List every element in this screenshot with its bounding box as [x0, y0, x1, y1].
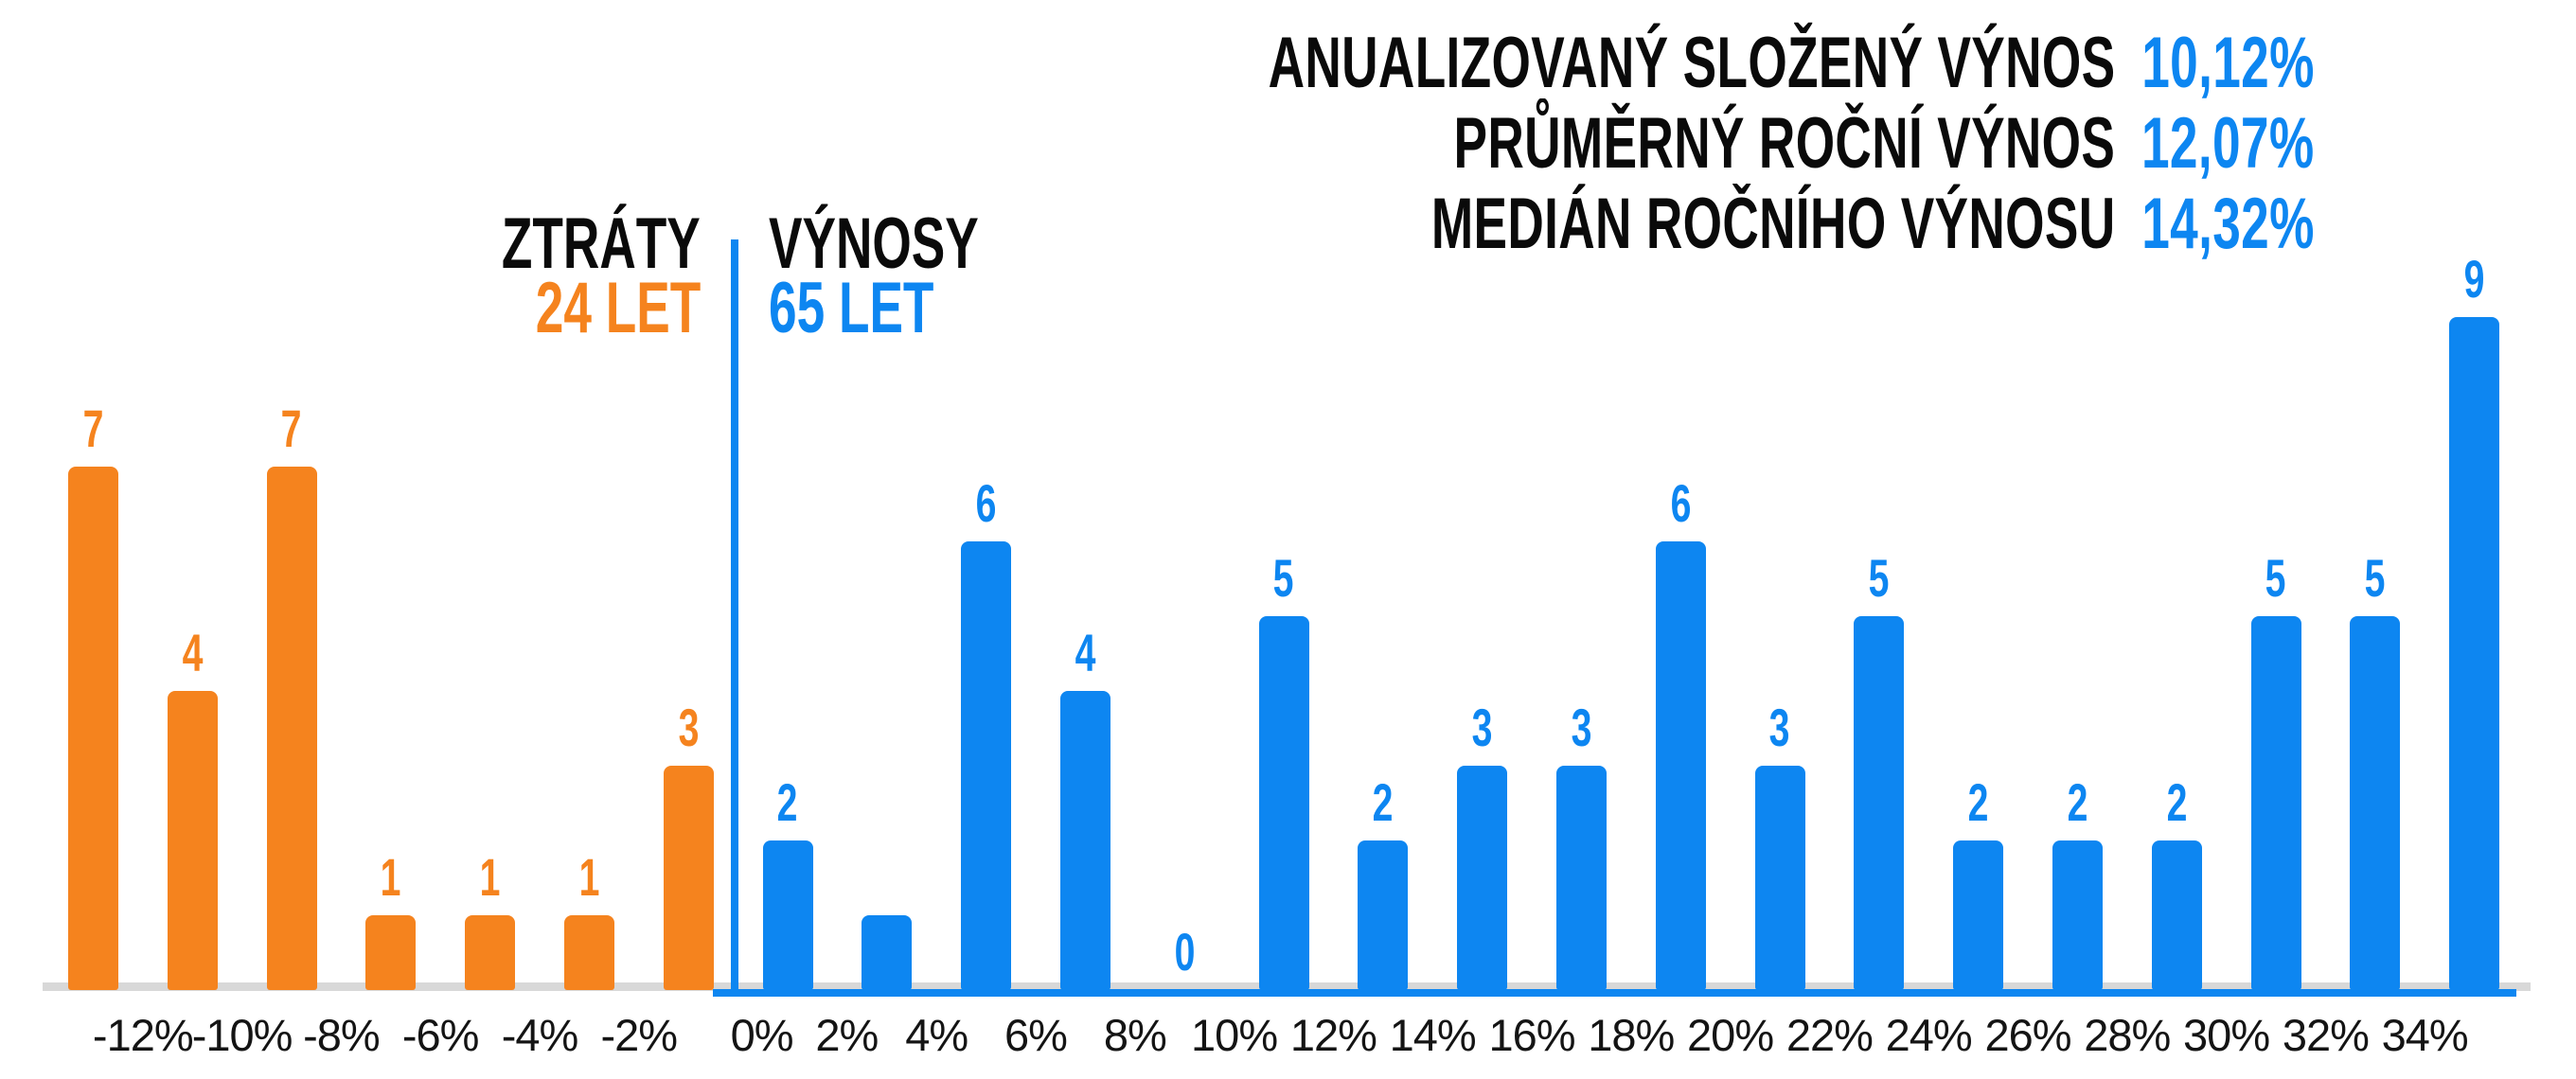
x-axis-tick-label: 6%	[1004, 1010, 1068, 1060]
bar-value-label: 2	[777, 772, 798, 832]
bar-value-label: 7	[82, 398, 104, 458]
bar-value-label: 0	[1174, 922, 1196, 982]
gains-header-subtitle: 65 LET	[769, 268, 934, 348]
bar-value-label: 7	[281, 398, 302, 458]
bar-value-label: 5	[2265, 548, 2286, 608]
x-axis-tick-label: -12%	[92, 1010, 194, 1060]
bar-value-label: 4	[182, 623, 204, 682]
histogram-bar	[2151, 840, 2202, 990]
x-axis-tick-label: 34%	[2381, 1010, 2469, 1060]
bar-value-label: 3	[678, 698, 700, 757]
bar-value-label: 1	[380, 847, 401, 907]
bar-value-label: 3	[1571, 698, 1592, 757]
histogram-bar	[2449, 317, 2500, 990]
stat-median-return: MEDIÁN ROČNÍHO VÝNOSU 14,32%	[820, 184, 2315, 264]
x-axis-tick-label: 16%	[1488, 1010, 1575, 1060]
x-axis-tick-label: -4%	[501, 1010, 579, 1060]
bar-value-label: 1	[578, 847, 600, 907]
stat-average-return-value: 12,07%	[2141, 103, 2315, 184]
histogram-bar	[167, 691, 218, 990]
histogram-bar	[1059, 691, 1110, 990]
stat-annualized-return-label: ANUALIZOVANÝ SLOŽENÝ VÝNOS	[1268, 23, 2116, 103]
bar-value-label: 9	[2463, 249, 2485, 309]
bar-value-label: 4	[1075, 623, 1096, 682]
x-axis-tick-label: 30%	[2183, 1010, 2270, 1060]
histogram-bar	[1953, 840, 2004, 990]
x-axis-tick-label: 10%	[1191, 1010, 1278, 1060]
losses-header-subtitle: 24 LET	[535, 268, 701, 348]
bar-value-label: 1	[479, 847, 501, 907]
bar-value-label: 6	[975, 473, 997, 533]
x-axis-tick-label: 14%	[1389, 1010, 1477, 1060]
histogram-bar	[1854, 616, 1905, 990]
histogram-bar	[563, 915, 614, 990]
bar-value-label: 2	[1967, 772, 1989, 832]
zero-divider-line	[731, 239, 738, 997]
bar-value-label: 5	[1868, 548, 1890, 608]
histogram-bar	[465, 915, 516, 990]
losses-header-title: ZTRÁTY	[502, 203, 701, 284]
histogram-bar	[2350, 616, 2401, 990]
histogram-bar	[1358, 840, 1409, 990]
stat-median-return-label: MEDIÁN ROČNÍHO VÝNOSU	[1431, 184, 2116, 264]
bar-value-label: 2	[2166, 772, 2188, 832]
histogram-bar	[2250, 616, 2301, 990]
histogram-bar	[762, 840, 813, 990]
histogram-bar	[1555, 766, 1607, 990]
x-axis-tick-label: 18%	[1588, 1010, 1675, 1060]
stat-annualized-return-value: 10,12%	[2141, 23, 2315, 103]
x-axis-tick-label: 24%	[1885, 1010, 1973, 1060]
x-axis-tick-label: 26%	[1984, 1010, 2071, 1060]
gains-header-title: VÝNOSY	[769, 203, 979, 284]
stat-average-return: PRŮMĚRNÝ ROČNÍ VÝNOS 12,07%	[820, 103, 2315, 184]
x-axis-tick-label: -2%	[600, 1010, 679, 1060]
bar-value-label: 2	[1372, 772, 1394, 832]
bar-value-label: 2	[2067, 772, 2088, 832]
x-axis-tick-label: 0%	[730, 1010, 794, 1060]
histogram-bar	[1457, 766, 1508, 990]
bar-value-label: 3	[1471, 698, 1493, 757]
histogram-bar	[961, 541, 1012, 990]
stat-median-return-value: 14,32%	[2141, 184, 2315, 264]
histogram-bar	[67, 467, 118, 990]
x-axis-tick-label: 4%	[905, 1010, 968, 1060]
bar-value-label: 5	[2364, 548, 2386, 608]
histogram-bar	[862, 915, 913, 990]
x-axis-tick-label: -8%	[303, 1010, 381, 1060]
stats-block: ANUALIZOVANÝ SLOŽENÝ VÝNOS 10,12% PRŮMĚR…	[820, 23, 2315, 264]
stat-annualized-return: ANUALIZOVANÝ SLOŽENÝ VÝNOS 10,12%	[820, 23, 2315, 103]
bar-value-label: 6	[1670, 473, 1692, 533]
bar-value-label: 5	[1273, 548, 1294, 608]
x-axis-tick-label: 28%	[2084, 1010, 2171, 1060]
x-axis-tick-label: -10%	[191, 1010, 293, 1060]
x-axis-tick-label: -6%	[401, 1010, 480, 1060]
histogram-bar	[2052, 840, 2103, 990]
x-axis-tick-label: 22%	[1785, 1010, 1874, 1060]
histogram-bar	[1754, 766, 1805, 990]
histogram-bar	[365, 915, 417, 990]
x-axis-tick-label: 20%	[1687, 1010, 1774, 1060]
x-axis-tick-label: 32%	[2282, 1010, 2370, 1060]
axis-line-blue	[713, 989, 2516, 997]
histogram-bar	[1258, 616, 1309, 990]
x-axis-tick-label: 12%	[1289, 1010, 1377, 1060]
histogram-bar	[663, 766, 714, 990]
bar-value-label: 3	[1769, 698, 1790, 757]
x-axis-tick-label: 8%	[1103, 1010, 1167, 1060]
x-axis-tick-label: 2%	[815, 1010, 879, 1060]
histogram-bar	[1655, 541, 1706, 990]
stat-average-return-label: PRŮMĚRNÝ ROČNÍ VÝNOS	[1454, 103, 2116, 184]
histogram-bar	[266, 467, 317, 990]
